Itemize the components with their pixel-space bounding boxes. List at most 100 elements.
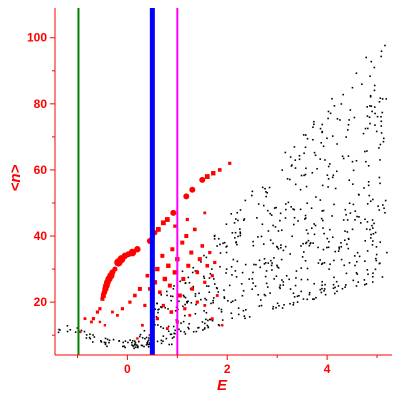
data-point [294, 167, 297, 169]
data-point [277, 248, 280, 250]
data-point [172, 270, 178, 275]
data-point [195, 300, 199, 304]
data-point [253, 263, 255, 266]
data-point [293, 223, 295, 226]
data-point [304, 146, 307, 149]
data-point [91, 341, 94, 343]
data-point [313, 223, 315, 225]
data-point [347, 123, 350, 126]
data-point [131, 339, 134, 342]
data-point [145, 336, 148, 339]
data-point [160, 342, 163, 345]
data-point [380, 120, 383, 123]
data-point [91, 317, 96, 321]
data-point [205, 318, 207, 321]
data-point [320, 141, 323, 144]
data-point [283, 304, 285, 306]
x-axis-title: E [217, 377, 228, 394]
data-point [205, 311, 208, 314]
data-point [378, 262, 381, 265]
data-point [306, 298, 309, 301]
data-point [170, 247, 175, 252]
data-point [373, 84, 376, 87]
data-point [259, 299, 262, 301]
data-point [261, 186, 264, 189]
data-point [321, 131, 323, 134]
data-point [265, 191, 267, 193]
data-point [334, 292, 336, 295]
data-point [306, 137, 309, 140]
data-point [347, 238, 350, 240]
data-point [276, 266, 279, 268]
data-point [269, 239, 272, 241]
data-point [354, 218, 356, 221]
data-point [304, 134, 307, 136]
data-point [306, 202, 309, 204]
data-point [356, 260, 358, 263]
data-point [251, 288, 253, 290]
data-point [216, 245, 218, 247]
data-point [333, 259, 335, 262]
data-point [339, 119, 341, 121]
data-point [306, 267, 309, 270]
data-point [167, 283, 172, 288]
data-point [277, 267, 280, 269]
data-point [225, 268, 228, 270]
data-point [352, 169, 355, 172]
data-point [241, 271, 244, 274]
data-point [223, 296, 226, 298]
data-point [173, 336, 175, 338]
data-point [198, 292, 200, 295]
data-point [336, 290, 338, 293]
data-point [220, 308, 223, 311]
data-point [370, 233, 372, 236]
data-point [344, 286, 346, 288]
data-point [296, 295, 299, 298]
data-point [205, 263, 210, 268]
data-point [280, 244, 282, 246]
data-point [282, 249, 285, 252]
data-point [352, 203, 355, 206]
data-point [147, 340, 149, 343]
data-point [271, 269, 273, 271]
data-point [239, 209, 242, 211]
data-point [332, 174, 335, 177]
data-point [345, 136, 347, 138]
data-point [231, 317, 233, 320]
data-point [146, 342, 149, 345]
data-point [166, 294, 168, 297]
data-point [291, 235, 293, 238]
data-point [225, 223, 228, 225]
data-point [192, 285, 195, 288]
data-point [231, 232, 234, 234]
data-point [261, 223, 264, 226]
data-point [192, 227, 197, 232]
data-point [243, 218, 246, 220]
data-point [194, 295, 197, 297]
data-point [243, 315, 246, 317]
data-point [180, 322, 182, 325]
data-point [192, 330, 195, 333]
data-point [293, 146, 296, 148]
data-point [66, 330, 69, 333]
data-point [282, 281, 285, 283]
data-point [366, 250, 369, 252]
data-point [223, 289, 225, 292]
data-point [231, 300, 234, 303]
data-point [307, 239, 310, 242]
data-point [369, 94, 372, 97]
data-point [228, 161, 232, 165]
data-point [156, 302, 158, 305]
data-point [378, 176, 381, 179]
data-point [381, 111, 384, 114]
data-point [317, 262, 320, 264]
data-point [204, 174, 210, 179]
data-point [321, 284, 323, 287]
data-point [217, 323, 220, 326]
data-point [230, 312, 233, 315]
data-point [322, 248, 325, 251]
data-point [98, 320, 102, 324]
data-point [148, 343, 151, 346]
data-point [218, 307, 220, 310]
